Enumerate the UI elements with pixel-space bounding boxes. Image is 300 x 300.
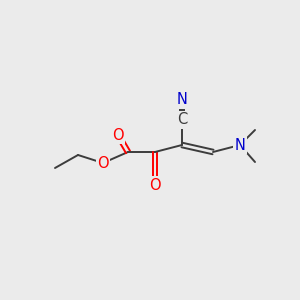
Text: O: O xyxy=(149,178,161,193)
Text: N: N xyxy=(235,137,245,152)
Text: O: O xyxy=(112,128,124,142)
Text: C: C xyxy=(177,112,187,128)
Text: O: O xyxy=(97,155,109,170)
Text: N: N xyxy=(177,92,188,107)
